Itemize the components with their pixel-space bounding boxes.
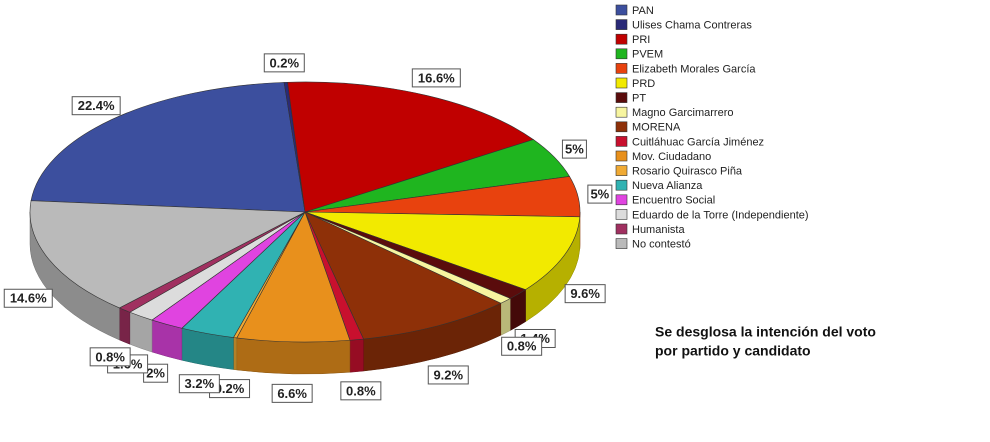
legend-label: Humanista	[632, 224, 685, 236]
legend-swatch	[616, 5, 627, 15]
legend-label: Mov. Ciudadano	[632, 151, 711, 163]
pie-side	[233, 338, 236, 370]
legend-swatch	[616, 122, 627, 132]
legend-label: Cuitláhuac García Jiménez	[632, 136, 764, 148]
data-label: 6.6%	[277, 386, 307, 401]
annotation: por partido y candidato	[655, 343, 811, 359]
legend-label: Rosario Quirasco Piña	[632, 166, 743, 178]
legend-swatch	[616, 166, 627, 176]
data-label: 5%	[565, 142, 584, 157]
data-label: 9.6%	[570, 286, 600, 301]
pie-tops	[30, 82, 580, 342]
data-label: 0.8%	[346, 383, 376, 398]
legend-swatch	[616, 49, 627, 59]
legend-label: Magno Garcimarrero	[632, 107, 733, 119]
legend-swatch	[616, 209, 627, 219]
legend-label: Ulises Chama Contreras	[632, 20, 752, 32]
data-label: 5%	[590, 187, 609, 202]
data-label: 22.4%	[78, 98, 115, 113]
legend-label: Encuentro Social	[632, 195, 715, 207]
data-label: 3.2%	[185, 376, 215, 391]
legend-label: PRD	[632, 78, 655, 90]
legend-swatch	[616, 93, 627, 103]
legend-swatch	[616, 34, 627, 44]
legend-swatch	[616, 239, 627, 249]
legend-label: PRI	[632, 34, 650, 46]
legend-label: No contestó	[632, 239, 691, 251]
legend-swatch	[616, 20, 627, 30]
data-label: 14.6%	[10, 291, 47, 306]
legend-label: Nueva Alianza	[632, 180, 703, 192]
pie-side	[237, 338, 350, 374]
legend-swatch	[616, 195, 627, 205]
legend-swatch	[616, 151, 627, 161]
legend-label: PVEM	[632, 49, 663, 61]
legend-swatch	[616, 136, 627, 146]
legend-label: Eduardo de la Torre (Independiente)	[632, 209, 809, 221]
data-label: 2%	[146, 366, 165, 381]
legend-label: MORENA	[632, 122, 681, 134]
legend-label: Elizabeth Morales García	[632, 63, 756, 75]
data-label: 0.8%	[507, 339, 537, 354]
data-label: 9.2%	[433, 367, 463, 382]
legend-swatch	[616, 107, 627, 117]
pie-side	[119, 308, 129, 344]
data-label: 0.2%	[269, 55, 299, 70]
pie-side	[350, 339, 364, 372]
legend-label: PT	[632, 93, 646, 105]
data-label: 16.6%	[418, 70, 455, 85]
pie-side	[501, 299, 510, 336]
legend-swatch	[616, 224, 627, 234]
data-label: 0.8%	[95, 349, 125, 364]
annotation: Se desglosa la intención del voto	[655, 324, 876, 340]
legend-swatch	[616, 180, 627, 190]
legend-swatch	[616, 63, 627, 73]
legend-swatch	[616, 78, 627, 88]
legend-label: PAN	[632, 5, 654, 17]
